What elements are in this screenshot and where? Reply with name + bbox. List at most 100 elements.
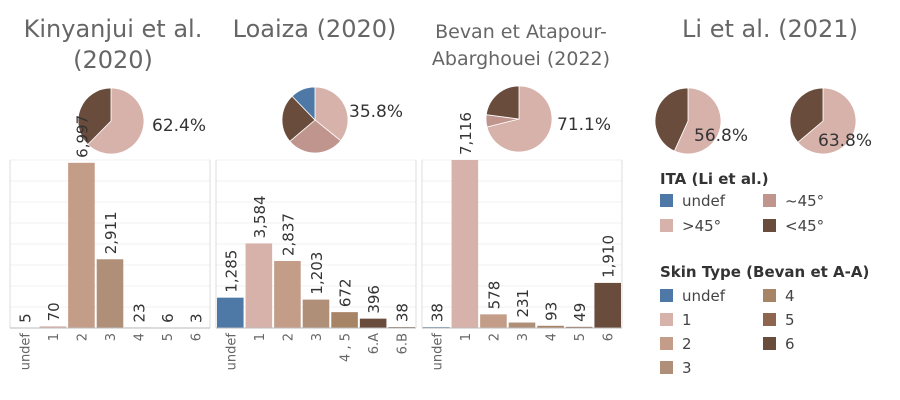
bar xyxy=(68,162,95,328)
category-tick-label: 1 xyxy=(47,333,62,341)
legend-label: 2 xyxy=(682,335,692,353)
pie-label: 62.4% xyxy=(152,116,206,136)
legend-swatch xyxy=(763,289,776,302)
category-tick-label: 3 xyxy=(310,333,325,341)
bar xyxy=(565,326,593,328)
bar xyxy=(96,259,124,328)
bar xyxy=(480,314,507,328)
legend-swatch xyxy=(660,289,673,302)
bar-value-label: 6 xyxy=(159,313,177,323)
legend-label: <45° xyxy=(785,217,825,235)
bar-value-label: 93 xyxy=(543,302,561,321)
category-tick-label: 3 xyxy=(516,333,531,341)
legend-swatch xyxy=(763,337,776,350)
bar-value-label: 49 xyxy=(571,303,589,322)
category-tick-label: 1 xyxy=(253,333,268,341)
bar xyxy=(217,297,244,328)
category-tick-label: 2 xyxy=(281,333,296,341)
pie-slice xyxy=(789,87,824,143)
pie-label: 71.1% xyxy=(557,115,611,135)
bar-value-label: 7,116 xyxy=(457,112,475,155)
legend-label: ~45° xyxy=(785,192,825,210)
bar-value-label: 3 xyxy=(188,313,206,323)
legend-label: 4 xyxy=(785,287,795,305)
legend-label: 6 xyxy=(785,335,795,353)
legend-label: 1 xyxy=(682,311,692,329)
category-tick-label: undef xyxy=(224,333,239,371)
bar-value-label: 2,837 xyxy=(279,213,297,256)
legend-swatch xyxy=(763,194,776,207)
pie-slice xyxy=(486,85,553,153)
pie-slice xyxy=(797,87,857,155)
legend-label: >45° xyxy=(682,217,722,235)
title-bevan: Bevan et Atapour-Abarghouei (2022) xyxy=(431,21,611,70)
category-tick-label: 4 xyxy=(133,333,148,341)
category-tick-label: 6 xyxy=(190,333,205,341)
pie-slice xyxy=(654,87,689,152)
bar-value-label: 1,203 xyxy=(308,252,326,295)
pie-label: 35.8% xyxy=(349,102,403,122)
category-tick-label: 2 xyxy=(487,333,502,341)
bar xyxy=(302,299,330,328)
legend-swatch xyxy=(660,337,673,350)
bar-value-label: 3,584 xyxy=(251,195,269,238)
pie-slice xyxy=(281,95,316,142)
legend-label: 3 xyxy=(682,359,692,377)
legend-swatch xyxy=(763,313,776,326)
category-tick-label: 5 xyxy=(161,333,176,341)
category-tick-label: 6.A xyxy=(367,333,382,354)
pie-slice xyxy=(87,87,145,155)
bar xyxy=(594,282,621,328)
legend-label: undef xyxy=(682,287,726,305)
bar xyxy=(537,325,564,328)
category-tick-label: undef xyxy=(18,333,33,371)
category-tick-label: 1 xyxy=(459,333,474,341)
category-tick-label: 5 xyxy=(573,333,588,341)
pie-slice xyxy=(289,119,342,154)
pie-slice xyxy=(673,87,722,155)
pie-label: 56.8% xyxy=(694,126,748,146)
category-tick-label: 6 xyxy=(602,333,617,341)
legend-skin-title: Skin Type (Bevan et A-A) xyxy=(660,263,870,281)
bar xyxy=(451,160,479,328)
bar xyxy=(274,261,301,328)
legend-swatch xyxy=(660,219,673,232)
category-tick-label: 4 xyxy=(545,333,560,341)
bar xyxy=(508,322,536,328)
pie-slice xyxy=(291,86,316,121)
bar xyxy=(245,243,273,328)
category-tick-label: undef xyxy=(430,333,445,371)
bar-value-label: 6,997 xyxy=(73,115,91,158)
bar-value-label: 231 xyxy=(514,289,532,318)
title-kinyanjui: Kinyanjui et al. (2020) xyxy=(23,15,203,74)
bar xyxy=(359,318,387,328)
bar xyxy=(39,326,67,328)
title-li: Li et al. (2021) xyxy=(682,15,858,43)
bar-value-label: 1,910 xyxy=(600,235,618,278)
bar-value-label: 23 xyxy=(131,303,149,322)
bar-value-label: 5 xyxy=(16,313,34,323)
pie-slice xyxy=(77,87,112,146)
bar-value-label: 1,285 xyxy=(222,250,240,293)
bar-value-label: 396 xyxy=(365,285,383,314)
category-tick-label: 6.B xyxy=(396,333,411,354)
bar-value-label: 38 xyxy=(394,303,412,322)
bar-value-label: 672 xyxy=(337,278,355,307)
title-loaiza: Loaiza (2020) xyxy=(232,15,397,43)
bar-value-label: 2,911 xyxy=(102,211,120,254)
legend-ita-title: ITA (Li et al.) xyxy=(660,170,769,188)
legend-swatch xyxy=(660,194,673,207)
legend-swatch xyxy=(660,361,673,374)
pie-label: 63.8% xyxy=(818,131,872,151)
legend-swatch xyxy=(660,313,673,326)
bar-value-label: 578 xyxy=(485,281,503,310)
bar-value-label: 38 xyxy=(428,303,446,322)
category-tick-label: 2 xyxy=(75,333,90,341)
legend-label: 5 xyxy=(785,311,795,329)
legend-label: undef xyxy=(682,192,726,210)
legend-swatch xyxy=(763,219,776,232)
category-tick-label: 3 xyxy=(104,333,119,341)
category-tick-label: 4 , 5 xyxy=(339,333,354,362)
pie-slice xyxy=(485,85,520,120)
